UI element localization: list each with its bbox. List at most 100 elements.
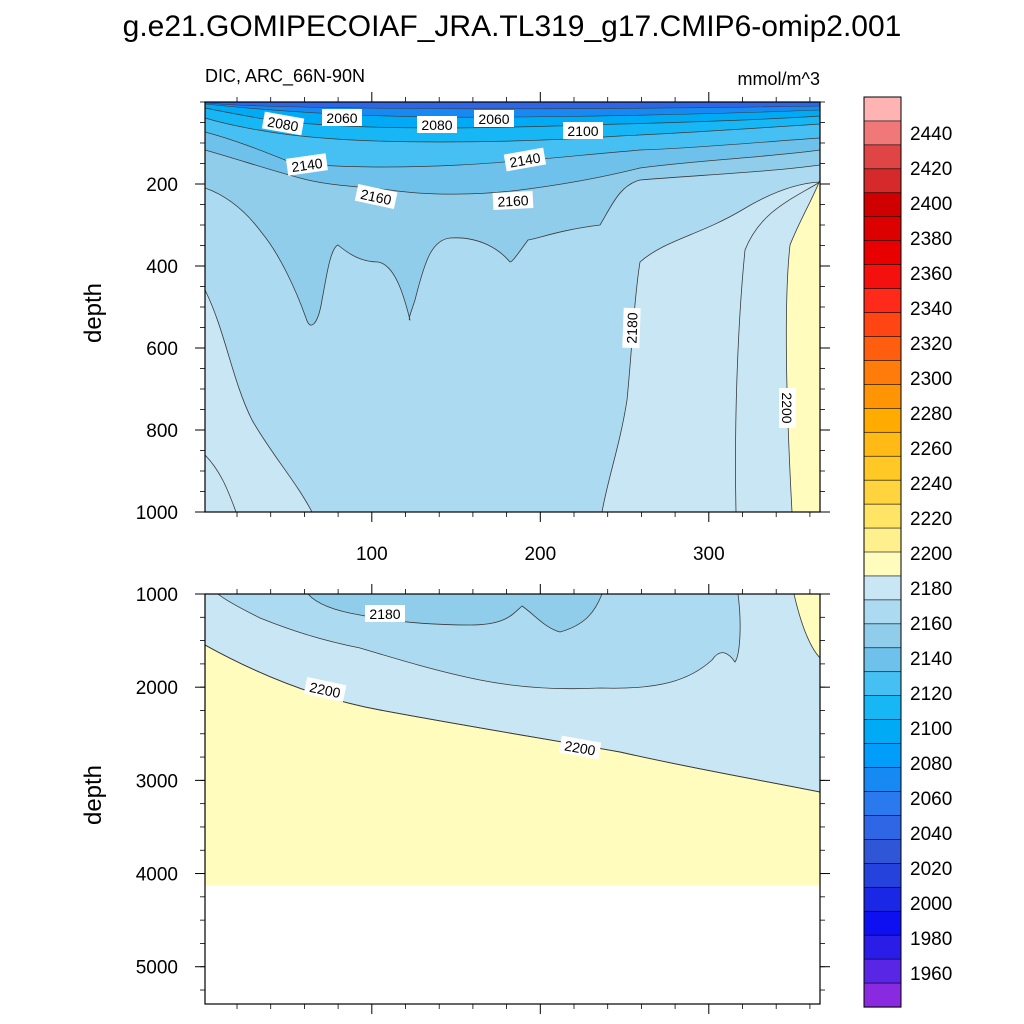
colorbar-label: 2300 [910,369,952,390]
contour-label: 2200 [779,388,796,428]
fill-2140-2160-lower [307,594,603,633]
contour-label-text: 2160 [359,186,393,208]
contour-label-text: 2140 [290,155,323,175]
contour-label: 2180 [365,605,405,622]
y-tick-label: 200 [146,175,178,196]
subtitle-right: mmol/m^3 [738,69,820,89]
contour-label-text: 2180 [369,606,400,622]
contour-label-bg [563,122,603,139]
colorbar-box [863,192,902,218]
colorbar-box [863,910,902,936]
contour-label-text: 2200 [563,737,597,758]
colorbar-box [863,886,902,912]
fill-2160-2180-lower [217,594,741,690]
colorbar-box [863,934,902,960]
contour-2200-lower [205,644,820,793]
colorbar-box [863,336,902,362]
y-tick-label: 1000 [136,503,178,524]
colorbar-box [863,503,902,529]
contour-label-bg [622,307,641,349]
y-tick-label: 400 [146,257,178,278]
colorbar-label: 2400 [910,194,952,215]
x-tick-label: 200 [524,544,556,565]
colorbar: 2440 2420 2400 2380 2360 2340 2320 2300 2280 2260… [863,96,952,1008]
contour-label-bg [285,153,328,176]
colorbar-box [863,671,902,697]
contour-label-text: 2060 [326,110,357,126]
contour-label-bg [354,184,398,209]
contour-label: 2200 [303,677,347,702]
contour-label-text: 2180 [623,312,640,344]
fill-surface-2020 [205,102,820,110]
contour-label-bg [365,605,405,622]
colorbar-label: 2160 [910,614,952,635]
colorbar-box [863,360,902,385]
x-tick-label: 300 [693,544,725,565]
contour-label: 2180 [622,307,641,349]
colorbar-label: 2420 [910,159,952,180]
colorbar-box [863,623,902,649]
contour-label-text: 2080 [421,117,452,133]
subtitle-left: DIC, ARC_66N-90N [205,66,365,87]
contour-label-bg [261,111,305,136]
contour-label-bg [492,190,534,211]
contour-label-text: 2100 [567,123,598,139]
y-tick-label: 5000 [136,958,178,979]
contour-label-text: 2160 [497,192,529,210]
contour-label-text: 2140 [508,149,542,170]
colorbar-box [863,479,902,505]
colorbar-label: 2040 [910,824,952,845]
colorbar-label: 2080 [910,754,952,775]
contour-label-bg [503,147,547,172]
colorbar-frame [863,96,902,1008]
colorbar-box [863,982,902,1008]
colorbar-box [863,695,902,721]
contour-label: 2100 [563,122,603,139]
colorbar-box [863,264,902,290]
contour-label-text: 2080 [266,113,300,134]
colorbar-label: 2140 [910,649,952,670]
colorbar-box [863,647,902,673]
y-tick-label: 2000 [136,678,178,699]
contour-label-bg [322,109,362,126]
colorbar-box [863,575,902,601]
colorbar-label: 2220 [910,509,952,530]
colorbar-label: 2120 [910,684,952,705]
contour-label: 2060 [474,110,514,127]
colorbar-label: 2200 [910,544,952,565]
colorbar-box [863,431,902,457]
contour-label: 2140 [503,147,547,172]
colorbar-box [863,719,902,745]
contour-label: 2160 [492,190,534,211]
colorbar-label: 2020 [910,859,952,880]
contour-label-text: 2200 [779,392,795,423]
colorbar-box [863,312,902,338]
colorbar-box [863,455,902,481]
axes: 200 400 600 800 1000 depth 1000 2000 3000 4000 500… [80,92,830,1014]
contour-label-text: 2060 [478,111,509,127]
colorbar-box [863,743,902,769]
colorbar-label: 1960 [910,964,952,985]
colorbar-label: 2340 [910,299,952,320]
colorbar-box [863,551,902,577]
colorbar-label: 2240 [910,474,952,495]
fill-2200-2220-upper [785,179,820,512]
colorbar-box [863,96,902,122]
chart-title: g.e21.GOMIPECOIAF_JRA.TL319_g17.CMIP6-om… [123,10,902,43]
x-tick-label: 100 [356,544,388,565]
colorbar-box [863,240,902,266]
colorbar-box [863,288,902,314]
colorbar-box [863,408,902,433]
colorbar-box [863,527,902,553]
colorbar-label: 2320 [910,334,952,355]
colorbar-label: 2100 [910,719,952,740]
colorbar-box [863,791,902,817]
colorbar-box [863,120,902,146]
colorbar-box [863,144,902,170]
colorbar-label: 2000 [910,894,952,915]
contour-label: 2160 [354,184,398,209]
colorbar-box [863,168,902,194]
y-tick-label: 1000 [136,585,178,606]
colorbar-label: 2380 [910,229,952,250]
